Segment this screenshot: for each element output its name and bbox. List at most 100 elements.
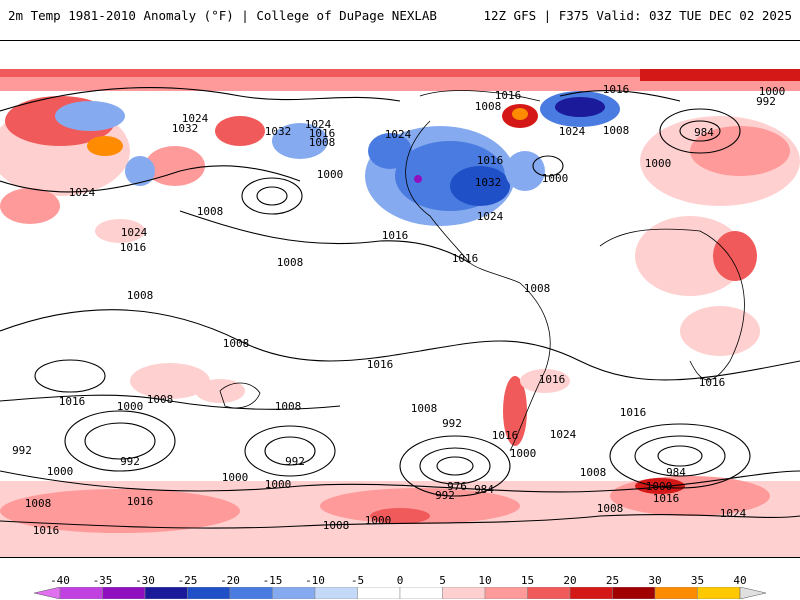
colorbar-swatch: [102, 587, 146, 599]
colorbar-tick-labels: -40 -35 -30 -25 -20 -15 -10 -5 0 5 10 15 20 25 30 35 40: [0, 574, 800, 588]
colorbar-swatch: [399, 587, 443, 599]
model-run-info: 12Z GFS | F375 Valid: 03Z TUE DEC 02 202…: [483, 8, 792, 23]
isobar-label: 1032: [172, 122, 199, 135]
colorbar-label: -40: [50, 574, 70, 587]
isobar-label: 1016: [309, 127, 336, 140]
isobar-label: 1000: [117, 400, 144, 413]
colorbar-label: -5: [350, 574, 365, 587]
colorbar-swatch: [59, 587, 103, 599]
colorbar: -40 -35 -30 -25 -20 -15 -10 -5 0 5 10 15 20 25 30 35 40: [0, 570, 800, 600]
isobar-label: 1024: [720, 507, 747, 520]
isobar-label: 1008: [223, 337, 250, 350]
isobar-contours: [0, 87, 800, 529]
isobar-label: 1016: [603, 83, 630, 96]
colorbar-label: -20: [220, 574, 240, 587]
temperature-anomaly-shading: [0, 69, 800, 557]
colorbar-label: -10: [305, 574, 325, 587]
isobar-label: 1016: [539, 373, 566, 386]
isobar-label: 1016: [699, 376, 726, 389]
isobar-label: 1024: [550, 428, 577, 441]
colorbar-swatch: [527, 587, 571, 599]
isobar-label: 1016: [653, 492, 680, 505]
colorbar-swatch: [484, 587, 528, 599]
isobar-label: 1000: [645, 157, 672, 170]
isobar-label: 1000: [510, 447, 537, 460]
isobar-label: 1016: [127, 495, 154, 508]
isobar-label: 984: [474, 483, 494, 496]
isobar-label: 992: [12, 444, 32, 457]
colorbar-label: 30: [648, 574, 662, 587]
isobar-label: 1008: [309, 136, 336, 149]
isobar-label: 1000: [542, 172, 569, 185]
isobar-label: 1008: [603, 124, 630, 137]
isobar-label: 1024: [385, 128, 412, 141]
colorbar-label: -25: [177, 574, 198, 587]
colorbar-swatch: [569, 587, 613, 599]
colorbar-label: -15: [262, 574, 283, 587]
isobar-label: 992: [756, 95, 776, 108]
isobar-label: 976: [447, 480, 467, 493]
isobar-label: 1000: [265, 478, 292, 491]
colorbar-min-arrow: [33, 587, 61, 599]
isobar-label: 1024: [182, 112, 209, 125]
isobar-label: 1000: [317, 168, 344, 181]
isobar-label: 992: [285, 455, 305, 468]
isobar-label: 1016: [382, 229, 409, 242]
colorbar-swatch: [229, 587, 273, 599]
isobar-label: 984: [694, 126, 714, 139]
isobar-label: 1024: [477, 210, 504, 223]
colorbar-label: 20: [563, 574, 577, 587]
isobar-label: 992: [435, 489, 455, 502]
coastlines: [219, 90, 745, 452]
isobar-label: 1000: [759, 85, 786, 98]
isobar-label: 1008: [147, 393, 174, 406]
isobar-label: 1008: [580, 466, 607, 479]
colorbar-swatch: [144, 587, 188, 599]
isobar-label: 1008: [275, 400, 302, 413]
colorbar-swatch: [187, 587, 231, 599]
isobar-label: 1008: [475, 100, 502, 113]
colorbar-scale: [33, 587, 767, 599]
colorbar-label: 10: [478, 574, 492, 587]
isobar-label: 1000: [646, 480, 673, 493]
colorbar-max-arrow: [739, 587, 767, 599]
isobar-label: 1016: [120, 241, 147, 254]
colorbar-swatch: [314, 587, 358, 599]
isobar-label: 1008: [411, 402, 438, 415]
isobar-label: 1016: [367, 358, 394, 371]
colorbar-swatch: [612, 587, 656, 599]
isobar-label: 1008: [524, 282, 551, 295]
anomaly-map: 1024 1032 1032 1024 1016 1008 1000 1024 1008 1016…: [0, 40, 800, 558]
colorbar-swatch: [357, 587, 401, 599]
isobar-label: 1008: [323, 519, 350, 532]
colorbar-label: 0: [396, 574, 404, 587]
isobar-label: 1008: [127, 289, 154, 302]
isobar-label: 1016: [33, 524, 60, 537]
isobar-label: 1008: [197, 205, 224, 218]
isobar-label: 992: [120, 455, 140, 468]
colorbar-label: 25: [605, 574, 620, 587]
isobar-label: 1016: [452, 252, 479, 265]
colorbar-swatch: [654, 587, 698, 599]
isobar-label: 1008: [597, 502, 624, 515]
isobar-label: 1016: [477, 154, 504, 167]
isobar-label: 1016: [492, 429, 519, 442]
isobar-label: 1024: [559, 125, 586, 138]
colorbar-label: 5: [439, 574, 446, 587]
isobar-label: 1016: [620, 406, 647, 419]
map-header: 2m Temp 1981-2010 Anomaly (°F) | College…: [0, 0, 800, 30]
isobar-label: 1024: [305, 118, 332, 131]
colorbar-swatch: [442, 587, 486, 599]
colorbar-swatch: [697, 587, 741, 599]
isobar-label: 1000: [222, 471, 249, 484]
colorbar-label: -35: [92, 574, 113, 587]
map-title: 2m Temp 1981-2010 Anomaly (°F) | College…: [8, 8, 437, 23]
colorbar-swatch: [272, 587, 316, 599]
isobar-label: 1024: [121, 226, 148, 239]
colorbar-label: 40: [733, 574, 747, 587]
isobar-label: 1016: [495, 89, 522, 102]
isobar-label: 1024: [69, 186, 96, 199]
isobar-label: 1008: [277, 256, 304, 269]
